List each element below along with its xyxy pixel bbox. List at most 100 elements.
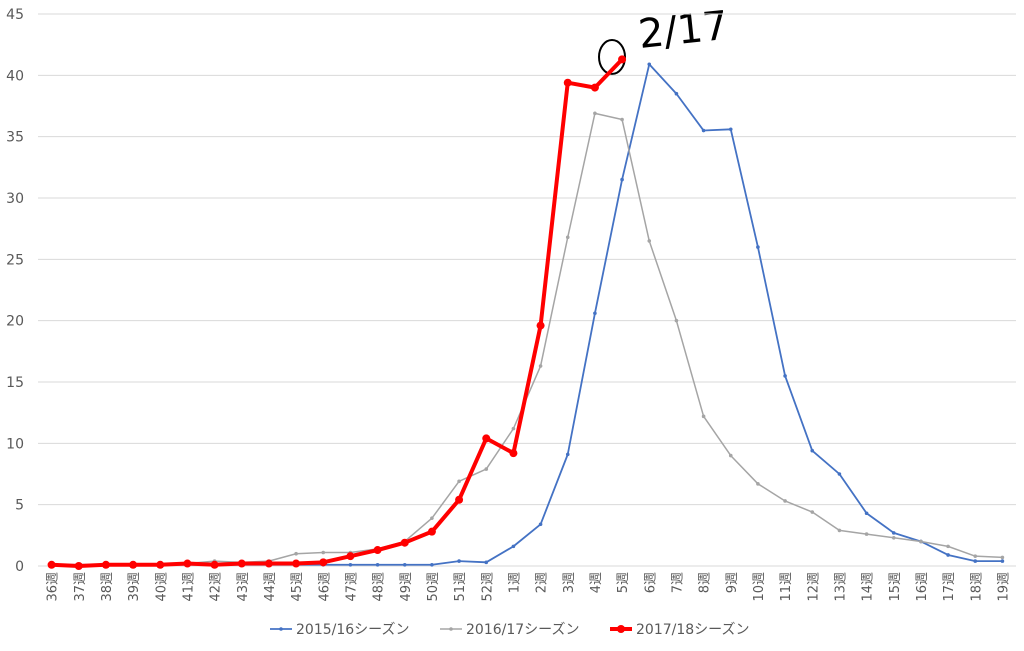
x-tick-label: 52週 <box>480 572 495 602</box>
point <box>565 235 570 240</box>
y-tick-label: 30 <box>6 191 24 207</box>
x-tick-label: 14週 <box>861 572 876 602</box>
point <box>484 467 489 471</box>
point <box>783 499 787 503</box>
point <box>538 522 543 527</box>
x-tick-label: 9週 <box>725 572 740 593</box>
legend-marker <box>449 627 453 631</box>
point <box>511 544 516 549</box>
point <box>590 83 599 92</box>
x-tick-label: 13週 <box>833 572 848 602</box>
point <box>402 562 407 567</box>
x-tick-label: 48週 <box>372 572 387 602</box>
y-tick-label: 5 <box>15 498 24 514</box>
point <box>294 551 298 556</box>
x-tick-label: 18週 <box>969 572 984 602</box>
point <box>919 539 923 544</box>
y-tick-label: 25 <box>6 252 24 268</box>
x-tick-label: 7週 <box>670 572 685 593</box>
point <box>593 311 597 316</box>
y-tick-label: 0 <box>15 559 24 575</box>
point <box>455 495 464 504</box>
point <box>864 511 869 516</box>
point <box>946 544 950 549</box>
point <box>563 78 572 87</box>
point <box>728 127 733 132</box>
point <box>511 426 516 431</box>
y-tick-label: 35 <box>6 130 24 146</box>
x-tick-label: 10週 <box>752 572 767 602</box>
point <box>101 560 110 569</box>
x-tick-label: 39週 <box>127 572 142 602</box>
legend-label: 2017/18シーズン <box>636 622 749 638</box>
x-tick-label: 49週 <box>399 572 414 602</box>
x-tick-label: 36週 <box>46 572 61 602</box>
point <box>891 531 896 535</box>
point <box>701 128 706 133</box>
x-tick-label: 1週 <box>507 572 522 593</box>
point <box>1000 555 1005 560</box>
y-tick-label: 20 <box>6 314 24 330</box>
point <box>810 448 815 453</box>
x-tick-label: 37週 <box>73 572 88 602</box>
point <box>891 535 896 540</box>
point <box>457 559 461 563</box>
x-tick-label: 4週 <box>589 572 604 593</box>
point <box>74 562 83 570</box>
point <box>728 453 733 458</box>
x-tick-label: 43週 <box>236 572 251 602</box>
point <box>237 559 246 568</box>
x-tick-label: 51週 <box>453 572 468 602</box>
point <box>430 562 434 567</box>
point <box>593 111 597 116</box>
point <box>620 117 624 122</box>
point <box>618 55 627 64</box>
x-tick-label: 44週 <box>263 572 278 602</box>
point <box>346 552 355 561</box>
point <box>864 532 869 536</box>
point <box>156 560 165 569</box>
series-line <box>51 112 1003 566</box>
y-tick-label: 45 <box>6 7 24 23</box>
point <box>674 318 679 323</box>
series-line <box>51 63 1003 566</box>
x-tick-label: 38週 <box>100 572 115 602</box>
x-tick-label: 41週 <box>181 572 196 602</box>
point <box>620 177 624 182</box>
x-tick-label: 19週 <box>996 572 1011 602</box>
x-tick-label: 12週 <box>806 572 821 602</box>
x-tick-label: 46週 <box>317 572 332 602</box>
point <box>783 374 787 378</box>
point <box>756 245 760 249</box>
point <box>292 559 301 568</box>
point <box>264 559 273 568</box>
y-tick-label: 40 <box>6 68 24 84</box>
x-tick-label: 2週 <box>535 572 550 593</box>
point <box>973 554 978 558</box>
x-tick-label: 11週 <box>779 572 794 602</box>
x-tick-label: 50週 <box>426 572 441 602</box>
point <box>1000 559 1005 563</box>
point <box>47 560 56 569</box>
legend-label: 2016/17シーズン <box>466 622 579 638</box>
point <box>348 562 353 567</box>
x-tick-label: 17週 <box>942 572 957 602</box>
point <box>946 553 950 557</box>
point <box>400 538 409 547</box>
annotation: 2/17 <box>636 3 730 58</box>
series-line <box>51 57 624 568</box>
legend-marker <box>617 625 625 633</box>
point <box>837 472 842 476</box>
x-tick-label: 16週 <box>915 572 930 602</box>
x-tick-label: 40週 <box>154 572 169 602</box>
point <box>321 550 326 555</box>
point <box>837 528 842 533</box>
point <box>210 560 219 569</box>
x-tick-label: 8週 <box>698 572 713 593</box>
point <box>457 479 461 484</box>
point <box>565 452 570 457</box>
point <box>538 364 543 368</box>
point <box>701 414 706 419</box>
point <box>373 546 382 555</box>
